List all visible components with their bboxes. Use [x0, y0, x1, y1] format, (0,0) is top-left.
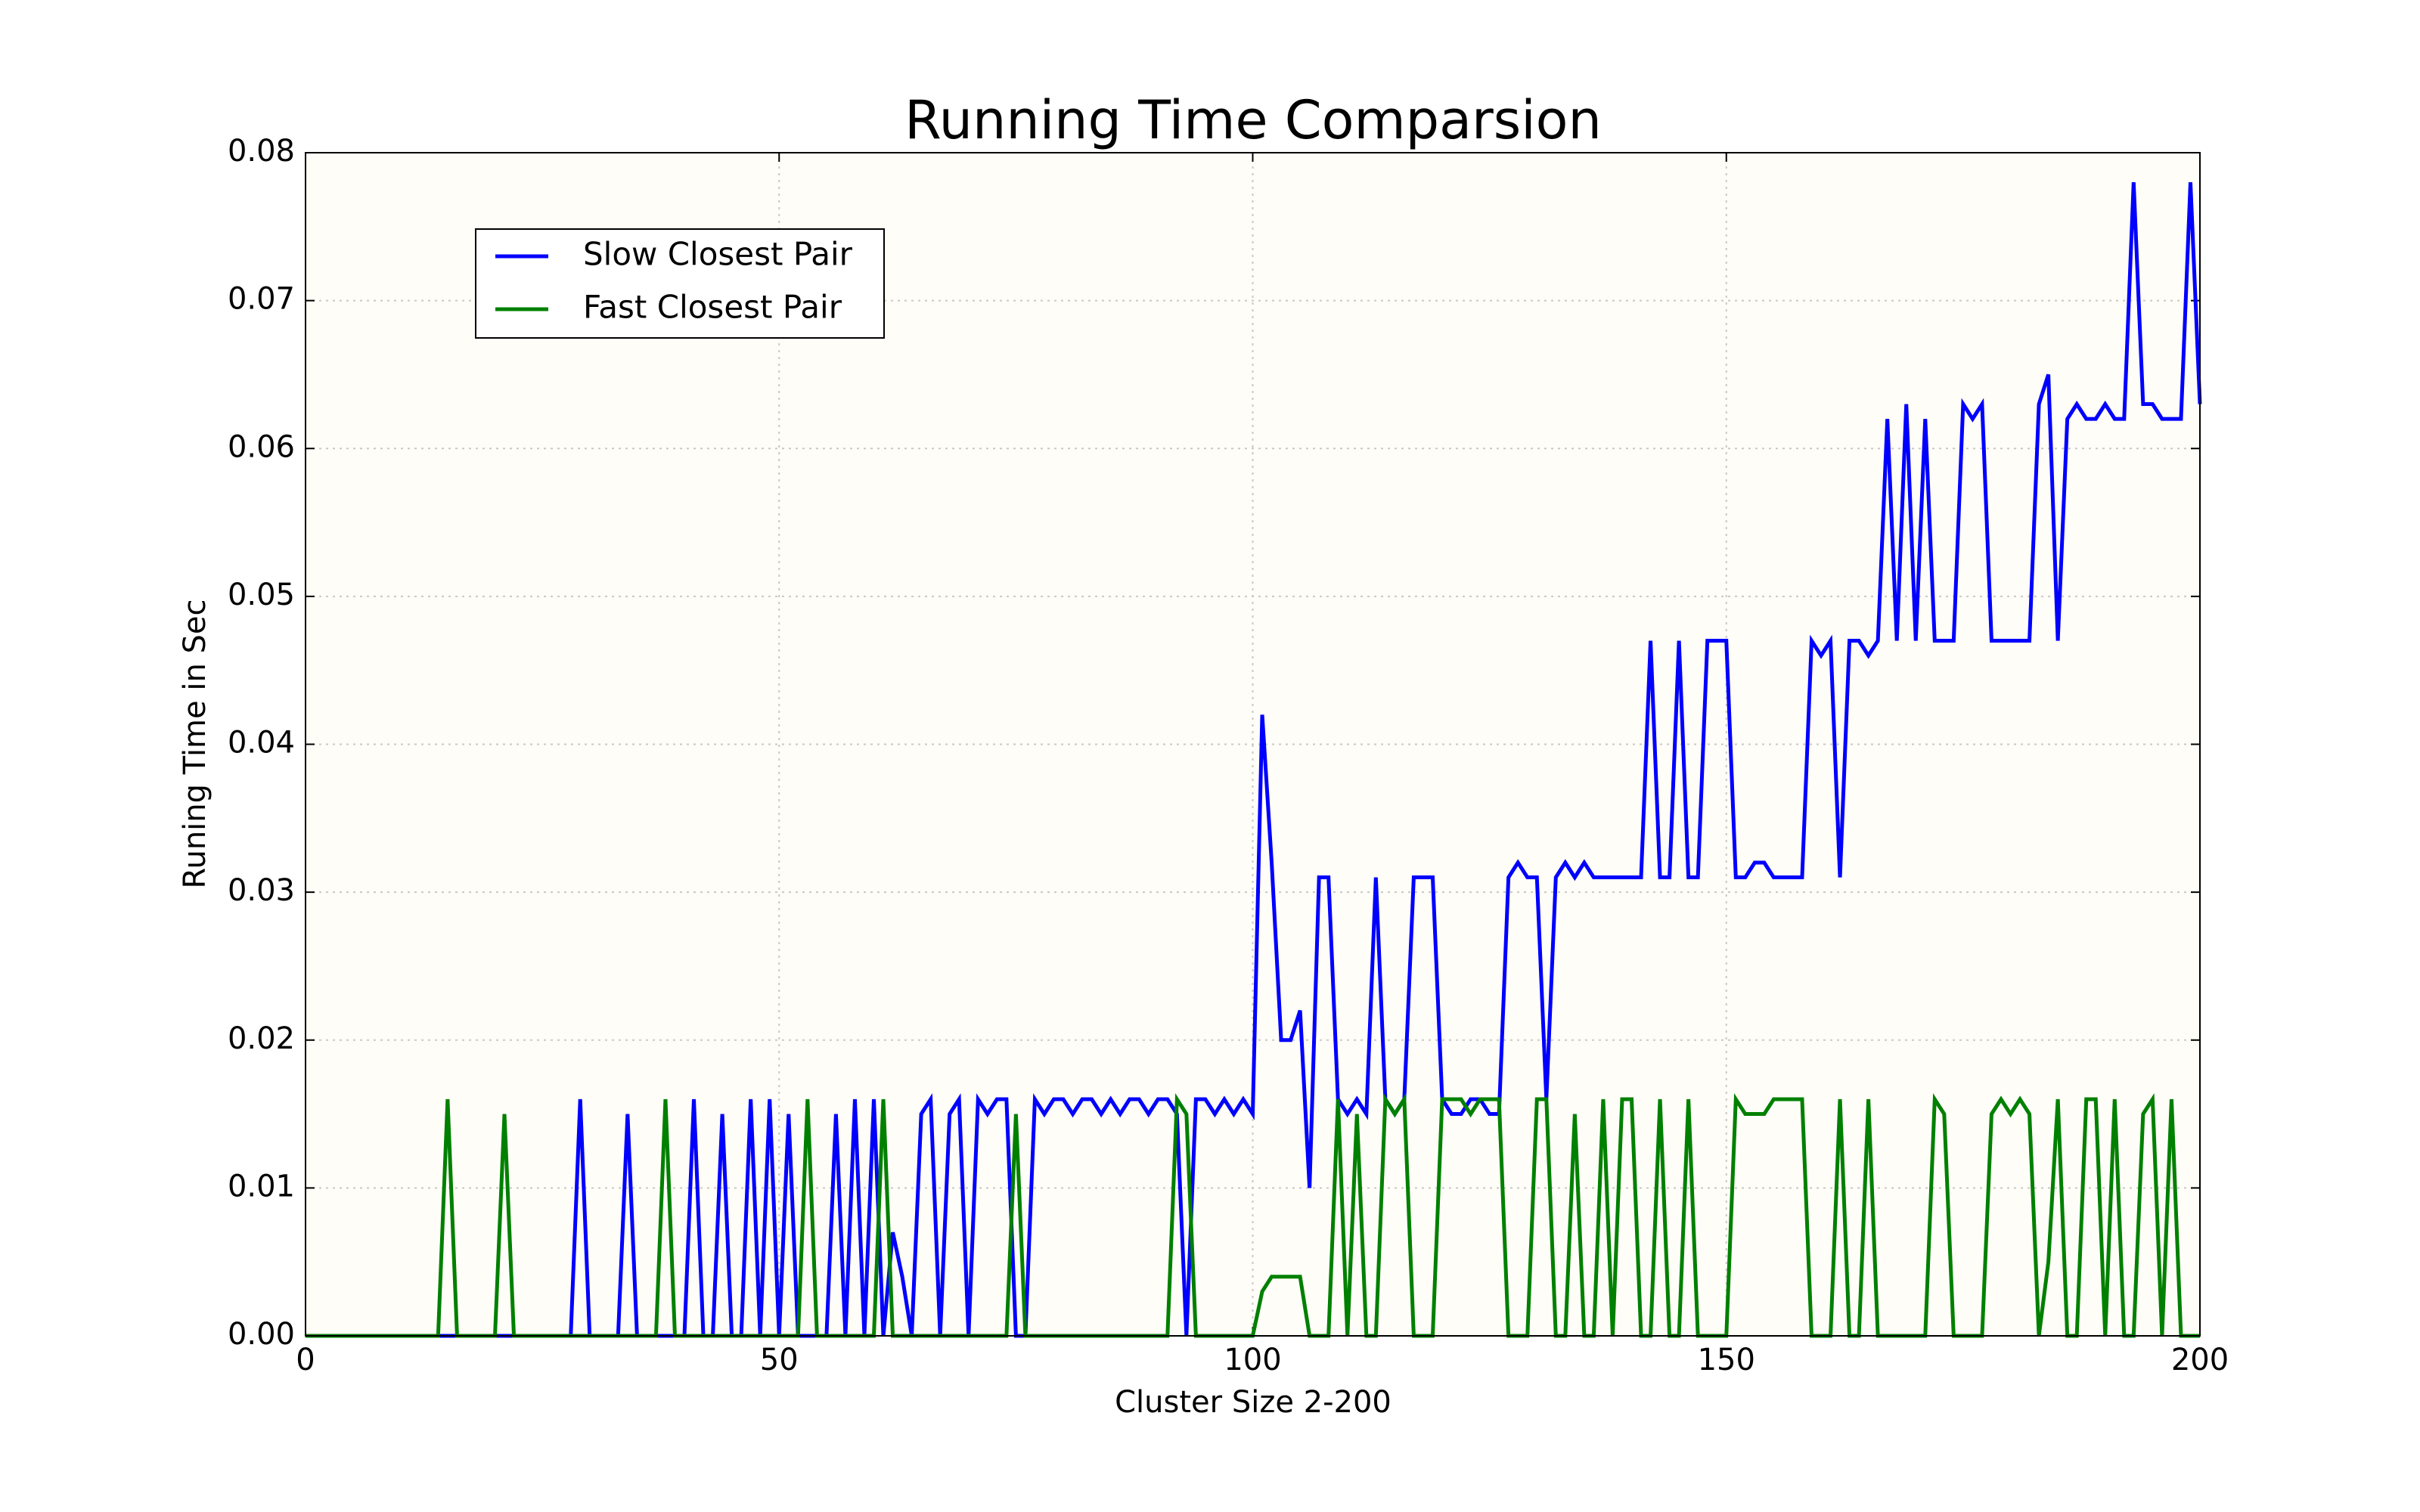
data-line: [306, 182, 2202, 1338]
y-tick-label: 0.00: [228, 1317, 295, 1352]
x-tick-label: 50: [760, 1343, 799, 1377]
y-axis-label: Runing Time in Sec: [178, 599, 213, 888]
legend-label: Slow Closest Pair: [583, 236, 853, 273]
y-tick-label: 0.02: [228, 1021, 295, 1056]
y-tick-label: 0.01: [228, 1169, 295, 1204]
plot-frame: [305, 152, 2201, 1337]
x-axis-label: Cluster Size 2-200: [1115, 1385, 1392, 1420]
y-tick-label: 0.07: [228, 282, 295, 317]
chart-title: Running Time Comparsion: [904, 89, 1602, 151]
y-tick-label: 0.05: [228, 578, 295, 612]
x-tick-label: 0: [296, 1343, 315, 1377]
x-tick-label: 150: [1698, 1343, 1755, 1377]
y-tick-label: 0.06: [228, 429, 295, 464]
y-tick-label: 0.04: [228, 726, 295, 761]
legend-box: [475, 228, 885, 339]
y-tick-label: 0.03: [228, 873, 295, 908]
x-tick-label: 100: [1224, 1343, 1281, 1377]
legend-label: Fast Closest Pair: [583, 289, 842, 326]
x-tick-label: 200: [2171, 1343, 2229, 1377]
legend: Slow Closest Pair Fast Closest Pair: [475, 228, 885, 339]
y-tick-label: 0.08: [228, 134, 295, 169]
